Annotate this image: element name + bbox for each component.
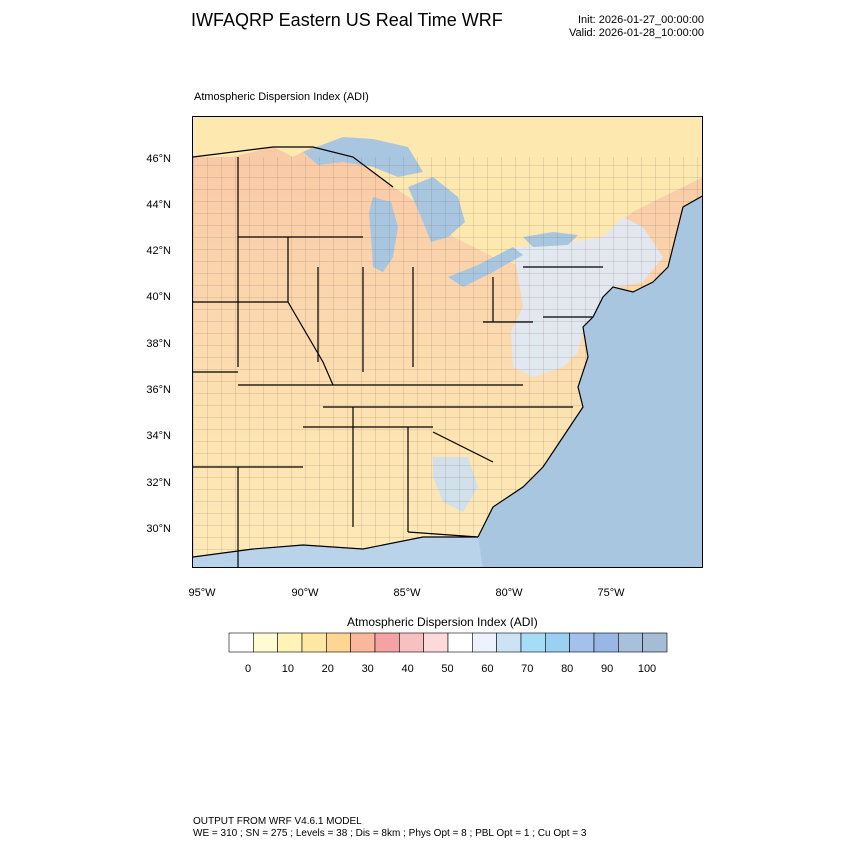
map-panel: [192, 116, 703, 568]
colorbar-swatches: [228, 632, 668, 653]
lat-label-40: 40°N: [146, 291, 171, 303]
colorbar-swatch: [447, 632, 473, 653]
colorbar-tick-label: 20: [321, 663, 334, 675]
main-title: IWFAQRP Eastern US Real Time WRF: [191, 10, 503, 30]
colorbar-tick-label: 0: [244, 663, 252, 675]
colorbar-tick-label: 90: [600, 663, 614, 675]
colorbar-tick-label: 80: [561, 663, 574, 675]
run-times: Init: 2026-01-27_00:00:00 Valid: 2026-01…: [569, 14, 704, 40]
colorbar-swatch: [350, 632, 376, 653]
colorbar-tick-label: 50: [441, 663, 454, 675]
colorbar-tick-label: 100: [637, 663, 657, 675]
colorbar-swatch: [618, 632, 643, 653]
colorbar-tick-label: 60: [481, 663, 494, 675]
valid-time: Valid: 2026-01-28_10:00:00: [569, 27, 704, 39]
colorbar-swatch: [374, 632, 400, 653]
colorbar-swatch: [399, 632, 424, 653]
lon-label-85: 85°W: [393, 587, 421, 599]
atlantic-ocean: [478, 196, 702, 567]
colorbar-title: Atmospheric Dispersion Index (ADI): [347, 615, 538, 629]
model-line-2: WE = 310 ; SN = 275 ; Levels = 38 ; Dis …: [193, 828, 587, 839]
lat-label-36: 36°N: [146, 384, 171, 396]
lat-label-46: 46°N: [146, 153, 171, 165]
map-title: Atmospheric Dispersion Index (ADI): [194, 91, 369, 103]
colorbar-swatch: [228, 632, 254, 653]
lat-label-34: 34°N: [146, 430, 171, 442]
colorbar-swatch: [423, 632, 449, 653]
colorbar-swatch: [472, 632, 497, 653]
init-time: Init: 2026-01-27_00:00:00: [578, 14, 704, 26]
colorbar-tick-label: 30: [361, 663, 374, 675]
colorbar-swatch: [277, 632, 303, 653]
lon-label-95: 95°W: [188, 587, 216, 599]
lat-label-38: 38°N: [146, 338, 171, 350]
colorbar-swatch: [545, 632, 570, 653]
adi-map: [193, 117, 702, 567]
colorbar-swatch: [520, 632, 546, 653]
colorbar-tick-label: 10: [281, 663, 295, 675]
lon-label-75: 75°W: [597, 587, 625, 599]
colorbar: [228, 632, 668, 658]
model-line-1: OUTPUT FROM WRF V4.6.1 MODEL: [193, 816, 362, 827]
model-info: OUTPUT FROM WRF V4.6.1 MODEL WE = 310 ; …: [193, 816, 586, 840]
colorbar-swatch: [326, 632, 351, 653]
colorbar-swatch: [496, 632, 522, 653]
lon-label-90: 90°W: [291, 587, 319, 599]
colorbar-tick-label: 40: [401, 663, 414, 675]
coastline: [193, 195, 702, 558]
colorbar-swatch: [301, 632, 327, 653]
colorbar-swatch: [593, 632, 619, 653]
colorbar-swatch: [642, 632, 668, 653]
colorbar-tick-label: 70: [521, 663, 534, 675]
lat-label-32: 32°N: [146, 477, 171, 489]
colorbar-swatch: [569, 632, 595, 653]
gulf-of-mexico: [193, 537, 483, 567]
lat-label-44: 44°N: [146, 199, 171, 211]
lon-label-80: 80°W: [495, 587, 523, 599]
lat-label-30: 30°N: [146, 523, 171, 535]
colorbar-swatch: [253, 632, 278, 653]
state-borders: [193, 146, 603, 567]
lat-label-42: 42°N: [146, 245, 171, 257]
